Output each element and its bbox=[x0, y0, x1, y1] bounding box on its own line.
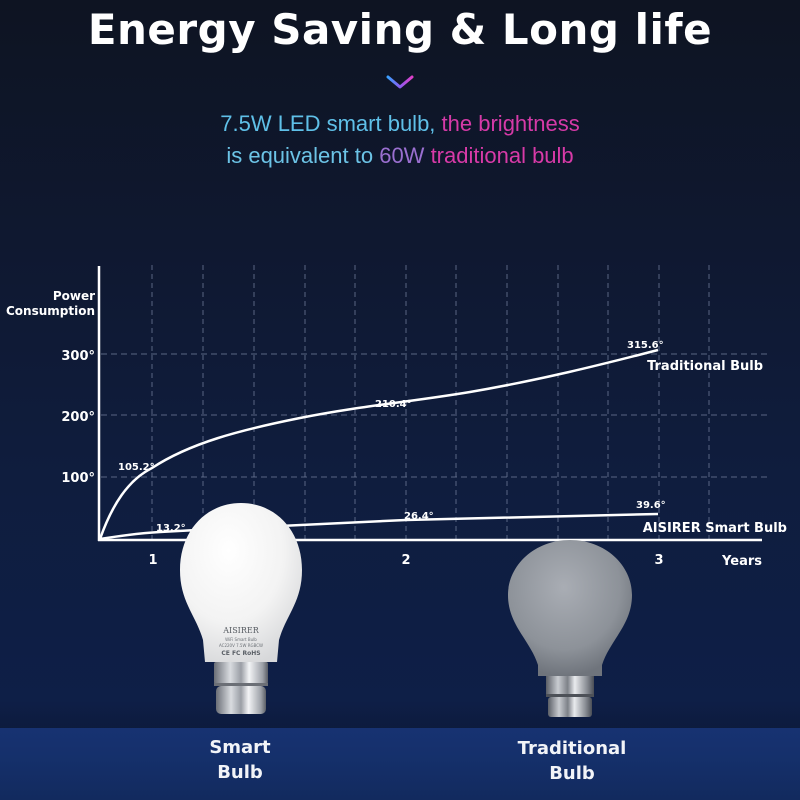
label-line: Bulb bbox=[549, 763, 595, 784]
data-label: 315.6° bbox=[627, 340, 664, 351]
bulb-brand-print: AISIRER bbox=[222, 626, 259, 635]
data-label: 26.4° bbox=[404, 511, 434, 522]
smart-bulb-label: Smart Bulb bbox=[190, 735, 290, 785]
data-label: 210.4° bbox=[375, 399, 412, 410]
smart-bulb-line bbox=[99, 512, 659, 541]
traditional-bulb-image bbox=[508, 540, 632, 717]
subtitle-line-2: is equivalent to 60W traditional bulb bbox=[0, 140, 800, 172]
page-title: Energy Saving & Long life bbox=[87, 5, 713, 54]
x-tick-label: 3 bbox=[654, 553, 663, 568]
subtitle-text: 7.5W LED smart bulb, bbox=[220, 111, 442, 136]
series-label-smart: AISIRER Smart Bulb bbox=[643, 521, 787, 536]
subtitle-text: the brightness bbox=[441, 111, 580, 136]
bulb-cert-print: CE FC RoHS bbox=[221, 650, 260, 657]
bulb-spec-print: AC220V 7.5W RGBCW bbox=[219, 643, 263, 648]
y-axis-title: Consumption bbox=[6, 304, 95, 318]
x-axis-title: Years bbox=[721, 554, 762, 569]
subtitle-line-1: 7.5W LED smart bulb, the brightness bbox=[0, 108, 800, 140]
bulb-spec-print: WiFi Smart Bulb bbox=[225, 637, 257, 642]
label-line: Bulb bbox=[217, 762, 263, 783]
subtitle-text: is equivalent to bbox=[226, 143, 380, 168]
floor-shadow bbox=[0, 700, 800, 730]
grid-vertical bbox=[151, 265, 710, 540]
series-label-traditional: Traditional Bulb bbox=[647, 359, 763, 374]
label-line: Smart bbox=[209, 737, 271, 758]
data-label: 13.2° bbox=[156, 523, 186, 534]
y-tick-label: 300° bbox=[61, 349, 95, 364]
smart-bulb-image: AISIRER WiFi Smart Bulb AC220V 7.5W RGBC… bbox=[180, 503, 302, 714]
x-tick-label: 2 bbox=[401, 553, 410, 568]
x-tick-label: 1 bbox=[148, 553, 157, 568]
y-tick-label: 200° bbox=[61, 410, 95, 425]
data-label: 39.6° bbox=[636, 500, 666, 511]
traditional-bulb-line bbox=[98, 348, 659, 540]
subtitle-text: 60W bbox=[379, 143, 431, 168]
subtitle-text: traditional bulb bbox=[430, 143, 574, 168]
grid-horizontal bbox=[101, 353, 768, 478]
subtitle: 7.5W LED smart bulb, the brightness is e… bbox=[0, 108, 800, 172]
data-label: 105.2° bbox=[118, 462, 155, 473]
label-line: Traditional bbox=[517, 738, 627, 759]
chevron-down-icon bbox=[386, 75, 414, 89]
floor-surface bbox=[0, 728, 800, 800]
traditional-bulb-label: Traditional Bulb bbox=[502, 736, 642, 786]
y-axis-title: Power bbox=[53, 289, 95, 303]
y-tick-label: 100° bbox=[61, 471, 95, 486]
